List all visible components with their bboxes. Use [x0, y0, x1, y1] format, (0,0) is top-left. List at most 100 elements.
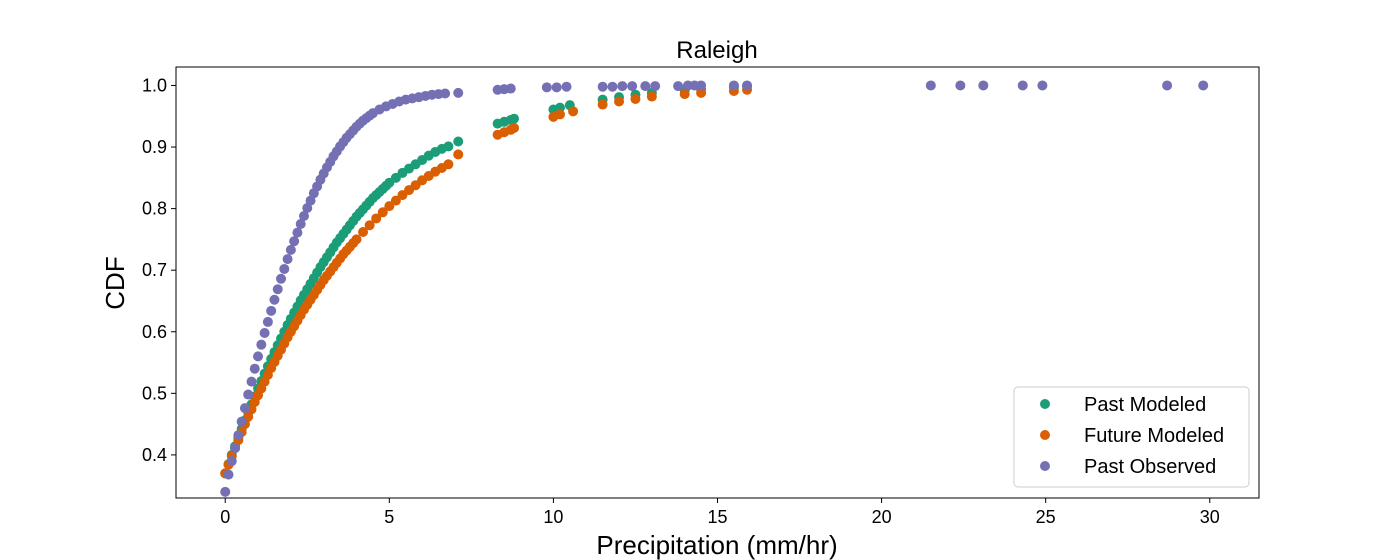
data-point-future-modeled: [614, 96, 625, 107]
y-tick-label: 0.5: [142, 383, 167, 403]
x-tick-label: 0: [220, 507, 230, 527]
data-point-past-observed: [246, 376, 257, 387]
x-tick-label: 5: [384, 507, 394, 527]
data-point-past-observed: [236, 416, 247, 427]
data-point-past-observed: [978, 80, 989, 91]
data-point-past-observed: [253, 351, 264, 362]
y-tick-label: 0.6: [142, 322, 167, 342]
data-point-future-modeled: [377, 207, 388, 218]
data-point-past-modeled: [509, 113, 520, 124]
data-point-past-observed: [295, 219, 306, 230]
y-axis-title: CDF: [100, 256, 130, 309]
data-point-past-observed: [223, 469, 234, 480]
data-point-past-observed: [505, 83, 516, 94]
data-point-past-observed: [1198, 80, 1209, 91]
data-point-past-observed: [597, 81, 608, 92]
data-point-past-observed: [282, 254, 293, 265]
x-axis-ticks: 0 5 10 15 20 25 30: [220, 498, 1220, 527]
x-tick-label: 20: [872, 507, 892, 527]
data-point-future-modeled: [351, 234, 362, 245]
legend-marker-past-modeled: [1040, 399, 1050, 409]
data-point-past-observed: [289, 236, 300, 247]
data-point-past-observed: [230, 443, 241, 454]
data-point-past-observed: [259, 327, 270, 338]
y-tick-label: 0.7: [142, 260, 167, 280]
data-point-future-modeled: [568, 106, 579, 117]
legend-label-future-modeled: Future Modeled: [1084, 425, 1224, 447]
data-point-past-observed: [607, 81, 618, 92]
data-point-future-modeled: [384, 201, 395, 212]
data-point-past-observed: [617, 81, 628, 92]
legend-label-past-modeled: Past Modeled: [1084, 394, 1206, 416]
data-point-future-modeled: [390, 195, 401, 206]
x-tick-label: 25: [1036, 507, 1056, 527]
data-point-past-observed: [440, 88, 451, 99]
data-point-past-observed: [276, 273, 287, 284]
data-point-past-observed: [1162, 80, 1173, 91]
data-point-past-observed: [728, 80, 739, 91]
data-point-future-modeled: [443, 159, 454, 170]
data-point-future-modeled: [597, 99, 608, 110]
x-axis-title: Precipitation (mm/hr): [596, 530, 837, 560]
x-tick-label: 10: [543, 507, 563, 527]
data-point-past-observed: [272, 284, 283, 295]
data-point-past-modeled: [443, 141, 454, 152]
data-point-past-observed: [285, 244, 296, 255]
legend-marker-future-modeled: [1040, 430, 1050, 440]
data-point-past-observed: [249, 363, 260, 374]
data-point-past-observed: [269, 294, 280, 305]
data-point-past-observed: [925, 80, 936, 91]
data-point-past-observed: [262, 316, 273, 327]
data-point-past-observed: [243, 389, 254, 400]
data-point-past-observed: [279, 263, 290, 274]
chart-title: Raleigh: [676, 37, 757, 64]
data-point-future-modeled: [358, 227, 369, 238]
data-point-past-observed: [541, 82, 552, 93]
data-point-past-observed: [1037, 80, 1048, 91]
data-point-future-modeled: [679, 89, 690, 100]
data-point-past-observed: [627, 81, 638, 92]
y-tick-label: 0.9: [142, 137, 167, 157]
x-tick-label: 15: [707, 507, 727, 527]
data-point-future-modeled: [554, 109, 565, 120]
series-past-modeled: [220, 81, 753, 479]
plot-area: 0 5 10 15 20 25 30 0.4 0.5 0.6 0.7 0.8 0.9 1.0: [142, 66, 1260, 527]
series-past-observed: [220, 80, 1209, 497]
data-point-past-observed: [673, 81, 684, 92]
data-point-past-observed: [298, 211, 309, 222]
data-point-past-observed: [220, 486, 231, 497]
data-point-past-modeled: [453, 136, 464, 147]
data-point-past-observed: [561, 81, 572, 92]
legend-marker-past-observed: [1040, 461, 1050, 471]
y-tick-label: 0.4: [142, 445, 167, 465]
data-point-past-observed: [226, 456, 237, 467]
x-tick-label: 30: [1200, 507, 1220, 527]
data-point-past-observed: [453, 87, 464, 98]
y-tick-label: 1.0: [142, 75, 167, 95]
data-point-future-modeled: [364, 220, 375, 231]
data-points-layer: [220, 80, 1209, 497]
data-point-future-modeled: [453, 149, 464, 160]
data-point-past-observed: [233, 430, 244, 441]
data-point-future-modeled: [371, 213, 382, 224]
data-point-past-observed: [696, 80, 707, 91]
data-point-past-observed: [640, 81, 651, 92]
data-point-future-modeled: [509, 122, 520, 133]
data-point-past-observed: [1017, 80, 1028, 91]
data-point-past-observed: [292, 227, 303, 238]
data-point-past-observed: [955, 80, 966, 91]
y-axis-ticks: 0.4 0.5 0.6 0.7 0.8 0.9 1.0: [142, 75, 176, 465]
data-point-past-observed: [650, 81, 661, 92]
data-point-future-modeled: [630, 94, 641, 105]
chart-legend: Past Modeled Future Modeled Past Observe…: [1013, 386, 1250, 488]
data-point-past-observed: [266, 305, 277, 316]
data-point-future-modeled: [696, 87, 707, 98]
data-point-future-modeled: [646, 91, 657, 102]
data-point-past-observed: [551, 82, 562, 93]
data-point-past-observed: [239, 403, 250, 414]
y-tick-label: 0.8: [142, 199, 167, 219]
series-future-modeled: [220, 84, 753, 479]
data-point-past-observed: [742, 80, 753, 91]
data-point-past-observed: [256, 339, 267, 350]
